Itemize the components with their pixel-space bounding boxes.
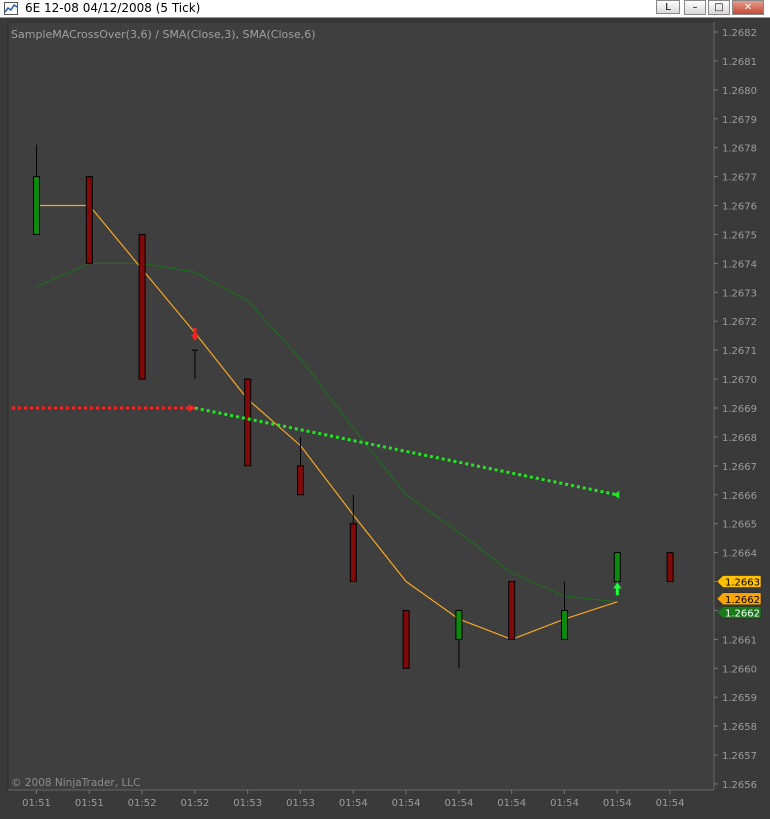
candle-body <box>455 609 463 640</box>
maximize-button[interactable]: □ <box>708 0 730 15</box>
y-tick-label: 1.2668 <box>722 433 757 444</box>
y-tick-label: 1.2661 <box>722 635 757 646</box>
y-tick-label: 1.2680 <box>722 86 757 97</box>
y-tick-label: 1.2658 <box>722 722 757 733</box>
x-tick-label: 01:54 <box>339 798 368 809</box>
candle-body <box>297 465 304 496</box>
window-title: 6E 12-08 04/12/2008 (5 Tick) <box>25 1 201 15</box>
y-tick-label: 1.2675 <box>722 230 757 241</box>
candle-body <box>33 176 40 235</box>
candle-body <box>561 609 568 640</box>
y-tick-label: 1.2677 <box>722 173 757 184</box>
chart-title: SampleMACrossOver(3,6) / SMA(Close,3), S… <box>11 28 316 41</box>
price-tags: 1.2663 1.2662 1.2662 <box>716 575 762 619</box>
x-tick-label: 01:54 <box>550 798 579 809</box>
y-tick-label: 1.2670 <box>722 375 757 386</box>
chart-app-icon <box>4 2 18 15</box>
candle-body <box>508 581 516 640</box>
price-tag-label: 1.2662 <box>725 595 760 606</box>
sell-arrow-marker <box>190 327 199 341</box>
y-tick-label: 1.2672 <box>722 317 757 328</box>
x-tick-label: 01:54 <box>656 798 685 809</box>
x-tick-label: 01:51 <box>75 798 104 809</box>
y-tick-label: 1.2666 <box>722 491 757 502</box>
price-chart[interactable]: 1.2682 1.2681 1.2680 1.2679 1.2678 1.2677 1.26… <box>0 18 770 815</box>
sma6-line <box>36 262 618 603</box>
price-tag-label: 1.2663 <box>725 578 760 589</box>
plot-area <box>7 21 715 791</box>
y-tick-label: 1.2682 <box>722 28 757 39</box>
x-tick-label: 01:54 <box>497 798 526 809</box>
candle-body <box>85 176 93 264</box>
candle-body <box>244 378 252 467</box>
candles <box>33 144 674 669</box>
x-tick-label: 01:54 <box>603 798 632 809</box>
candle-body <box>613 552 621 583</box>
chart-panel[interactable]: 1.2682 1.2681 1.2680 1.2679 1.2678 1.2677 1.26… <box>0 18 770 815</box>
y-tick-label: 1.2679 <box>722 115 757 126</box>
y-tick-label: 1.2669 <box>722 404 757 415</box>
y-tick-label: 1.2673 <box>722 288 757 299</box>
sell-signal-arrowhead <box>188 404 195 412</box>
candle-body <box>349 523 357 583</box>
y-tick-label: 1.2676 <box>722 202 757 213</box>
y-tick-label: 1.2656 <box>722 780 757 791</box>
signal-lines <box>12 327 622 596</box>
y-tick-label: 1.2665 <box>722 520 757 531</box>
x-tick-label: 01:52 <box>180 798 209 809</box>
y-tick-label: 1.2674 <box>722 259 757 270</box>
candle-body <box>402 609 410 669</box>
minimize-button[interactable]: – <box>684 0 706 15</box>
copyright-text: © 2008 NinjaTrader, LLC <box>11 777 140 789</box>
y-tick-label: 1.2667 <box>722 462 757 473</box>
buy-arrow-marker <box>613 582 622 596</box>
price-tag <box>716 592 762 606</box>
x-tick-label: 01:54 <box>392 798 421 809</box>
y-tick-label: 1.2664 <box>722 549 757 560</box>
link-button[interactable]: L <box>656 0 680 14</box>
candle-body <box>666 552 674 583</box>
x-tick-label: 01:53 <box>233 798 262 809</box>
window-titlebar: 6E 12-08 04/12/2008 (5 Tick) L – □ ✕ <box>0 0 770 18</box>
price-tag <box>716 575 762 588</box>
x-tick-label: 01:52 <box>128 798 157 809</box>
x-axis: 01:51 01:51 01:52 01:52 01:53 01:53 01:54 01:54… <box>8 789 714 809</box>
x-tick-label: 01:53 <box>286 798 315 809</box>
x-tick-label: 01:54 <box>444 798 473 809</box>
y-tick-label: 1.2660 <box>722 664 757 675</box>
sma3-line <box>36 204 618 641</box>
sma-lines <box>36 204 618 641</box>
candle-body <box>138 233 146 380</box>
price-tag <box>716 606 762 619</box>
y-tick-label: 1.2681 <box>722 57 757 68</box>
y-tick-label: 1.2659 <box>722 693 757 704</box>
y-tick-label: 1.2657 <box>722 751 757 762</box>
y-tick-label: 1.2671 <box>722 346 757 357</box>
price-tag-label: 1.2662 <box>725 608 760 619</box>
buy-signal-arrowhead <box>613 490 620 499</box>
y-tick-label: 1.2678 <box>722 144 757 155</box>
close-button[interactable]: ✕ <box>732 0 764 15</box>
x-tick-label: 01:51 <box>22 798 51 809</box>
